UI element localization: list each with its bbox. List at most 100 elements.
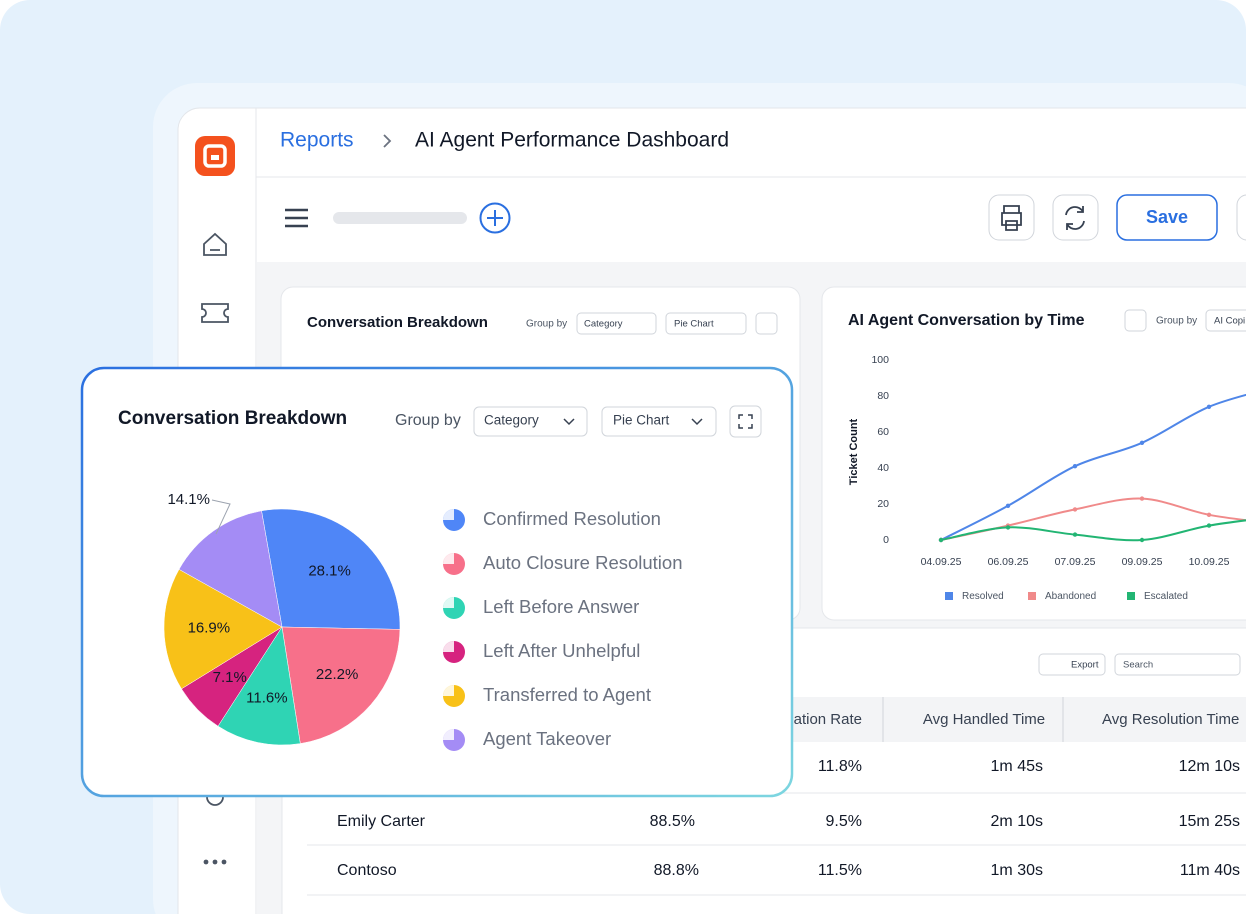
legend-swatch: [1127, 592, 1135, 600]
chevron: [691, 418, 703, 426]
add-icon: [487, 210, 503, 226]
save-label: Save: [1146, 207, 1188, 227]
table-cell: 12m 10s: [1179, 758, 1240, 775]
chart-type-select[interactable]: [601, 406, 717, 437]
legend-label: Left After Unhelpful: [483, 640, 640, 661]
breadcrumb-separator: [383, 134, 392, 148]
pie-slice: [217, 626, 301, 746]
search-input[interactable]: [1114, 653, 1241, 676]
export-icon-button[interactable]: [1124, 309, 1147, 332]
leader-line: [211, 499, 231, 535]
pie-slice: [163, 569, 283, 690]
legend-swatch-cut: [443, 641, 454, 652]
search-placeholder: Search: [1123, 660, 1153, 671]
group-select[interactable]: [1205, 309, 1246, 332]
x-tick-label: 07.09.25: [1055, 556, 1096, 568]
chart-type-value: Pie Chart: [674, 319, 714, 330]
data-label: 16.9%: [188, 619, 231, 636]
line-point: [1005, 503, 1011, 508]
chart-type-select[interactable]: [665, 312, 747, 335]
data-label: 22.2%: [316, 666, 359, 683]
line-chart: 0 20 40 60 80 100 04.09.25 06.09.25 07.09.25 09.0…: [871, 354, 1246, 602]
legend-label: Escalated: [1144, 591, 1188, 602]
line-point: [1139, 440, 1145, 445]
chart-type-value: Pie Chart: [613, 413, 670, 428]
print-button[interactable]: [988, 194, 1035, 241]
logo-mark: [211, 155, 219, 160]
legend-swatch-cut: [443, 729, 454, 740]
legend-swatch: [1028, 592, 1036, 600]
y-tick-label: 60: [877, 426, 889, 438]
breadcrumb-current: AI Agent Performance Dashboard: [415, 129, 729, 152]
pie-slice: [261, 508, 401, 630]
legend-label: Auto Closure Resolution: [483, 552, 683, 573]
export-button[interactable]: [1038, 653, 1106, 676]
more-button[interactable]: [1236, 194, 1246, 241]
pie-slice: [178, 510, 283, 628]
column-header: Avg Resolution Time: [1102, 711, 1239, 728]
refresh-button[interactable]: [1052, 194, 1099, 241]
x-tick-label: 06.09.25: [988, 556, 1029, 568]
line-point: [1206, 523, 1212, 528]
expand-button[interactable]: [729, 405, 762, 438]
data-label: 14.1%: [167, 491, 210, 508]
popup-title: Conversation Breakdown: [118, 408, 347, 429]
x-tick-label: 10.09.25: [1189, 556, 1230, 568]
breadcrumb-link[interactable]: Reports: [280, 129, 354, 152]
y-tick-label: 80: [877, 390, 889, 402]
data-label: 11.6%: [246, 690, 287, 707]
y-tick-label: 20: [877, 498, 889, 510]
column-header: ation Rate: [794, 711, 862, 728]
y-tick-label: 40: [877, 462, 889, 474]
legend-label: Resolved: [962, 591, 1004, 602]
export-label: Export: [1071, 660, 1099, 671]
menu-icon[interactable]: [285, 208, 308, 228]
tab-placeholder: [333, 212, 467, 224]
data-label: 28.1%: [308, 562, 351, 579]
logo-mark: [203, 144, 227, 168]
expand-button[interactable]: [755, 312, 778, 335]
line-point: [1005, 525, 1011, 530]
add-button[interactable]: [479, 202, 511, 234]
legend-label: Agent Takeover: [483, 728, 611, 749]
legend-label: Abandoned: [1045, 591, 1096, 602]
save-button[interactable]: [1116, 194, 1218, 241]
line-point: [1206, 512, 1212, 517]
line-point: [1206, 404, 1212, 409]
group-select-value: AI Copi: [1214, 316, 1245, 327]
line-point: [1139, 537, 1145, 543]
line-point: [1139, 496, 1145, 501]
more-icon[interactable]: [203, 859, 227, 865]
table-cell: Emily Carter: [337, 813, 426, 830]
table-cell: 88.8%: [654, 862, 699, 879]
data-label: 7.1%: [213, 669, 247, 686]
x-tick-label: 09.09.25: [1122, 556, 1163, 568]
group-by-label: Group by: [395, 412, 461, 429]
ticket-icon[interactable]: [201, 303, 229, 323]
group-by-label: Group by: [1156, 316, 1197, 327]
group-select[interactable]: [576, 312, 657, 335]
legend-swatch-cut: [443, 597, 454, 608]
popup-card: Conversation Breakdown Group by Category…: [80, 366, 794, 798]
table-cell: 1m 30s: [991, 862, 1043, 879]
table-cell: 2m 10s: [991, 813, 1043, 830]
line-point: [1072, 532, 1078, 537]
line-point: [938, 537, 944, 543]
table-cell: 11.5%: [818, 862, 862, 879]
legend-label: Left Before Answer: [483, 596, 639, 617]
line-series: [940, 393, 1246, 541]
refresh-icon: [1065, 206, 1085, 230]
line-point: [1072, 507, 1078, 512]
y-axis-title: Ticket Count: [848, 418, 860, 485]
line-series: [940, 519, 1246, 542]
legend-swatch-cut: [443, 685, 454, 696]
home-icon[interactable]: [203, 232, 227, 256]
legend-swatch: [945, 592, 953, 600]
table-cell: 11m 40s: [1180, 862, 1240, 879]
table-cell: 88.5%: [650, 813, 695, 830]
group-select[interactable]: [473, 406, 588, 437]
y-tick-label: 0: [883, 534, 889, 546]
card-title: AI Agent Conversation by Time: [848, 312, 1085, 329]
